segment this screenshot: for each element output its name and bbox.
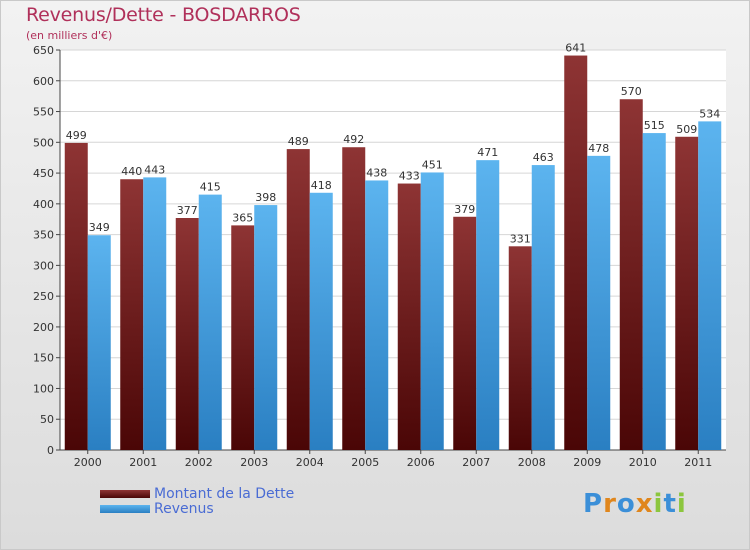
bar-dette: [453, 216, 477, 450]
x-tick-label: 2007: [462, 456, 490, 469]
data-label-revenus: 438: [366, 166, 387, 179]
x-tick-label: 2005: [351, 456, 379, 469]
legend-item-dette: Montant de la Dette: [100, 485, 295, 502]
data-label-revenus: 398: [255, 191, 276, 204]
data-label-revenus: 418: [311, 179, 332, 192]
data-label-dette: 440: [121, 165, 142, 178]
x-tick-label: 2008: [518, 456, 546, 469]
bar-revenus: [420, 172, 444, 450]
x-tick-label: 2000: [74, 456, 102, 469]
bar-revenus: [531, 165, 555, 451]
bar-dette: [120, 179, 144, 450]
bar-revenus: [365, 180, 389, 450]
proxiti-logo: Proxiti: [583, 489, 687, 519]
data-label-revenus: 534: [699, 107, 720, 120]
data-label-dette: 570: [621, 85, 642, 98]
data-label-dette: 499: [66, 129, 87, 142]
legend-swatch-dette: [100, 489, 150, 498]
bar-dette: [397, 183, 421, 451]
y-tick-label: 450: [33, 167, 54, 180]
x-tick-label: 2001: [129, 456, 157, 469]
bar-revenus: [143, 177, 167, 450]
data-label-dette: 489: [288, 135, 309, 148]
x-tick-label: 2010: [629, 456, 657, 469]
y-tick-label: 100: [33, 382, 54, 395]
bar-revenus: [698, 121, 722, 450]
logo-letter: r: [603, 489, 617, 519]
plot-area: [60, 50, 726, 450]
y-tick-label: 650: [33, 44, 54, 57]
y-tick-label: 200: [33, 321, 54, 334]
data-label-dette: 331: [510, 232, 531, 245]
y-tick-label: 300: [33, 259, 54, 272]
data-label-revenus: 451: [422, 158, 443, 171]
data-label-dette: 509: [676, 123, 697, 136]
x-tick-label: 2002: [185, 456, 213, 469]
y-tick-label: 250: [33, 290, 54, 303]
y-tick-label: 350: [33, 229, 54, 242]
bar-revenus: [309, 192, 333, 450]
data-label-revenus: 478: [588, 142, 609, 155]
data-label-revenus: 443: [144, 163, 165, 176]
bar-dette: [342, 147, 366, 450]
bar-revenus: [476, 160, 500, 450]
x-tick-label: 2009: [573, 456, 601, 469]
legend-swatch-revenus: [100, 504, 150, 513]
y-tick-label: 550: [33, 106, 54, 119]
data-label-revenus: 515: [644, 119, 665, 132]
logo-letter: i: [653, 489, 664, 519]
bar-dette: [508, 246, 532, 450]
x-tick-label: 2006: [407, 456, 435, 469]
y-tick-label: 50: [40, 413, 54, 426]
logo-letter: P: [583, 489, 604, 519]
logo-letter: x: [635, 489, 654, 519]
bar-dette: [64, 142, 88, 450]
data-label-revenus: 349: [89, 221, 110, 234]
bar-revenus: [642, 133, 666, 451]
legend-label-revenus: Revenus: [154, 500, 214, 517]
data-label-dette: 433: [399, 170, 420, 183]
data-label-dette: 492: [343, 133, 364, 146]
bar-dette: [675, 136, 699, 450]
data-label-revenus: 471: [477, 146, 498, 159]
x-tick-label: 2004: [296, 456, 324, 469]
y-tick-label: 400: [33, 198, 54, 211]
logo-letter: t: [663, 489, 677, 519]
logo-letter: o: [616, 489, 636, 519]
x-tick-label: 2003: [240, 456, 268, 469]
bar-revenus: [87, 235, 111, 450]
logo-letter: i: [676, 489, 687, 519]
data-label-dette: 379: [454, 203, 475, 216]
x-tick-label: 2011: [684, 456, 712, 469]
chart-subtitle: (en milliers d'€): [26, 29, 113, 42]
bar-dette: [175, 218, 199, 450]
bar-revenus: [587, 155, 611, 450]
y-tick-label: 0: [47, 444, 54, 457]
bar-dette: [231, 225, 255, 450]
data-label-revenus: 463: [533, 151, 554, 164]
y-tick-label: 500: [33, 136, 54, 149]
bar-dette: [619, 99, 643, 450]
data-label-dette: 365: [232, 211, 253, 224]
bar-dette: [564, 55, 588, 451]
bar-revenus: [198, 194, 222, 450]
legend: Montant de la Dette Revenus: [100, 485, 295, 517]
data-label-revenus: 415: [200, 181, 221, 194]
data-label-dette: 641: [565, 42, 586, 55]
legend-item-revenus: Revenus: [100, 500, 294, 517]
y-tick-label: 150: [33, 352, 54, 365]
legend-label-dette: Montant de la Dette: [154, 485, 295, 502]
y-tick-label: 600: [33, 75, 54, 88]
chart-title: Revenus/Dette - BOSDARROS: [26, 4, 301, 26]
bar-dette: [286, 149, 310, 451]
bar-revenus: [254, 205, 278, 450]
data-label-dette: 377: [177, 204, 198, 217]
